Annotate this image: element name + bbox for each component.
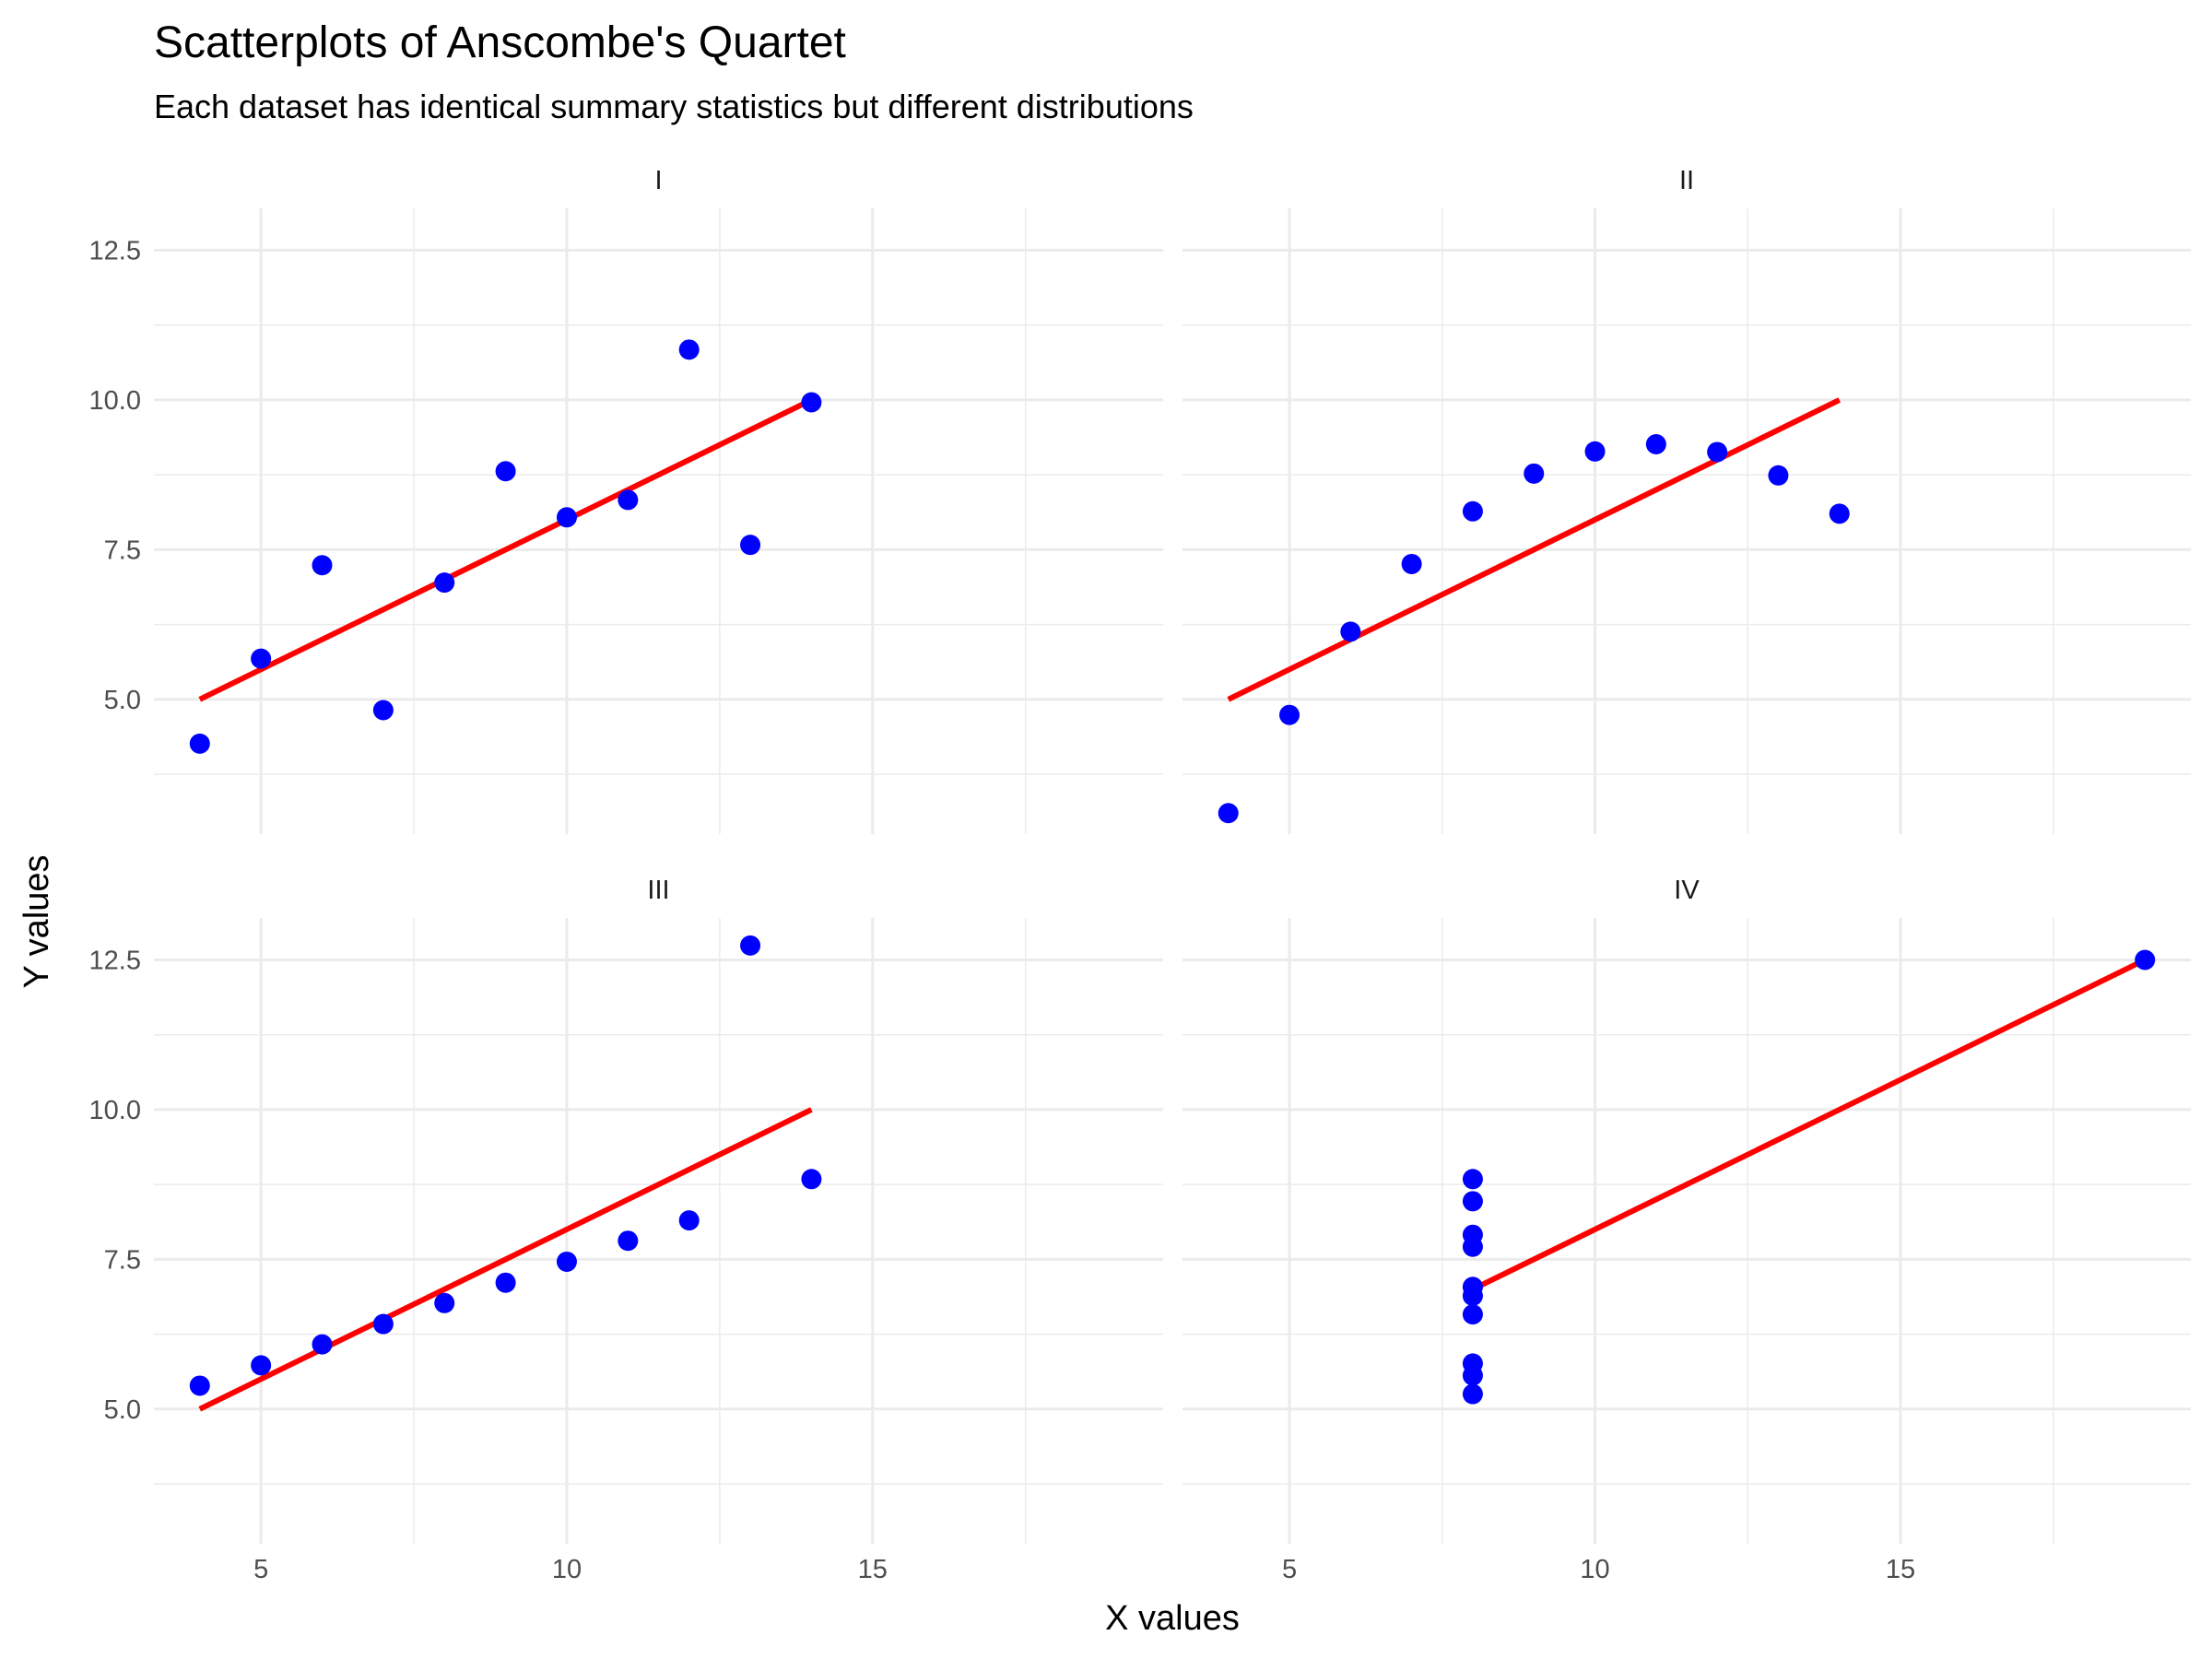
regression-line	[198, 1107, 813, 1412]
data-point	[312, 555, 333, 576]
data-point	[1340, 621, 1361, 642]
data-point	[1584, 441, 1606, 462]
chart-subtitle: Each dataset has identical summary stati…	[154, 88, 1194, 125]
data-point	[1462, 1365, 1483, 1386]
y-tick-label: 5.0	[104, 686, 141, 715]
panel-label: II	[1679, 166, 1694, 195]
regression-line	[198, 397, 813, 702]
data-point	[556, 1251, 577, 1272]
data-point	[251, 648, 272, 669]
data-point	[1462, 1224, 1483, 1245]
data-point	[801, 392, 822, 413]
chart-title: Scatterplots of Anscombe's Quartet	[154, 18, 846, 67]
data-point	[251, 1355, 272, 1376]
data-point	[1462, 1285, 1483, 1306]
panel-III: III	[154, 876, 1163, 1544]
panel-IV: IV	[1182, 876, 2191, 1544]
data-point	[1218, 803, 1239, 824]
panel-label: III	[647, 876, 669, 905]
data-point	[372, 1313, 394, 1335]
data-point	[495, 1272, 516, 1293]
data-point	[678, 339, 700, 360]
y-tick-label: 10.0	[89, 1096, 141, 1125]
data-point	[1401, 553, 1422, 574]
y-axis-label: Y values	[18, 854, 56, 988]
y-tick-label: 7.5	[104, 535, 141, 565]
panel-I: I	[154, 166, 1163, 834]
data-point	[1462, 1304, 1483, 1325]
data-point	[495, 461, 516, 482]
data-point	[618, 1230, 639, 1252]
data-point	[556, 507, 577, 528]
x-tick-label: 15	[1886, 1555, 1915, 1584]
data-point	[1645, 434, 1666, 455]
data-point	[189, 1375, 210, 1396]
panel-II: II	[1182, 166, 2191, 834]
y-tick-label: 5.0	[104, 1395, 141, 1425]
x-tick-label: 10	[552, 1555, 582, 1584]
data-point	[189, 733, 210, 754]
data-point	[678, 1210, 700, 1231]
data-point	[312, 1334, 333, 1355]
data-point	[1462, 500, 1483, 522]
data-point	[1462, 1191, 1483, 1212]
panel-label: I	[654, 166, 662, 195]
data-point	[740, 535, 761, 556]
data-point	[2135, 949, 2156, 971]
data-point	[1768, 465, 1789, 486]
data-point	[1524, 463, 1545, 484]
x-tick-label: 5	[1282, 1555, 1297, 1584]
data-point	[1279, 704, 1300, 725]
x-tick-label: 10	[1580, 1555, 1609, 1584]
x-axis-label: X values	[1105, 1599, 1240, 1638]
data-point	[434, 572, 455, 594]
data-point	[1462, 1169, 1483, 1190]
axis-ticks: 5.0 7.5 10.0 12.5 5.0 7.5 10.0 12.5 5 10 15 5 10 15	[89, 236, 1916, 1584]
data-point	[434, 1292, 455, 1313]
data-point	[372, 700, 394, 721]
regression-line	[1471, 957, 2147, 1292]
x-tick-label: 5	[253, 1555, 268, 1584]
data-point	[618, 489, 639, 511]
y-tick-label: 12.5	[89, 946, 141, 975]
y-tick-label: 12.5	[89, 236, 141, 265]
data-point	[1462, 1383, 1483, 1405]
data-point	[1829, 503, 1850, 524]
panel-label: IV	[1674, 876, 1700, 905]
regression-line	[1227, 397, 1841, 702]
y-tick-label: 10.0	[89, 386, 141, 416]
x-tick-label: 15	[858, 1555, 888, 1584]
data-point	[801, 1169, 822, 1190]
y-tick-label: 7.5	[104, 1245, 141, 1275]
data-point	[740, 935, 761, 956]
data-point	[1707, 441, 1728, 463]
